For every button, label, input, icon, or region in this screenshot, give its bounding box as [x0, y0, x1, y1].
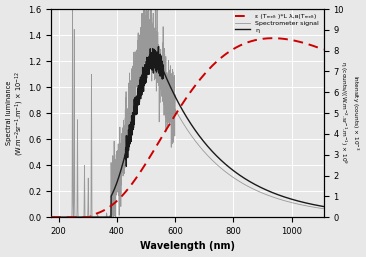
Spectrometer signal [273, 196, 277, 199]
Spectrometer signal [226, 172, 231, 176]
ε (Tₘₑₗₜ )*L λ,ʙ(Tₘₑₗₜ) [226, 51, 231, 54]
ε (Tₘₑₗₜ )*L λ,ʙ(Tₘₑₗₜ) [273, 37, 277, 40]
Line: η: η [51, 47, 324, 217]
Spectrometer signal [321, 207, 326, 210]
ε (Tₘₑₗₜ )*L λ,ʙ(Tₘₑₗₜ) [98, 210, 103, 213]
η [212, 152, 217, 155]
η [156, 45, 161, 48]
Spectrometer signal [212, 161, 217, 164]
X-axis label: Wavelength (nm): Wavelength (nm) [140, 241, 235, 251]
ε (Tₘₑₗₜ )*L λ,ʙ(Tₘₑₗₜ) [270, 37, 275, 40]
Line: Spectrometer signal: Spectrometer signal [51, 3, 324, 217]
Y-axis label: Intensity (counts) × 10$^{-3}$
η (counts/((W.m$^{-2}$.sr$^{-1}$.m$^{-1}$) × 10$^: Intensity (counts) × 10$^{-3}$ η (counts… [339, 61, 361, 165]
Spectrometer signal [98, 216, 103, 219]
η [273, 192, 277, 195]
η [49, 216, 53, 219]
η [252, 183, 257, 186]
ε (Tₘₑₗₜ )*L λ,ʙ(Tₘₑₗₜ) [153, 146, 157, 150]
Spectrometer signal [49, 216, 53, 219]
η [153, 60, 157, 63]
Line: ε (Tₘₑₗₜ )*L λ,ʙ(Tₘₑₗₜ): ε (Tₘₑₗₜ )*L λ,ʙ(Tₘₑₗₜ) [51, 38, 324, 217]
ε (Tₘₑₗₜ )*L λ,ʙ(Tₘₑₗₜ) [49, 216, 53, 219]
Spectrometer signal [153, 1, 157, 4]
ε (Tₘₑₗₜ )*L λ,ʙ(Tₘₑₗₜ) [321, 48, 326, 51]
Legend: ε (Tₘₑₗₜ )*L λ,ʙ(Tₘₑₗₜ), Spectrometer signal, η: ε (Tₘₑₗₜ )*L λ,ʙ(Tₘₑₗₜ), Spectrometer si… [234, 12, 320, 34]
Spectrometer signal [142, 1, 146, 4]
ε (Tₘₑₗₜ )*L λ,ʙ(Tₘₑₗₜ) [212, 62, 217, 65]
η [98, 216, 103, 219]
η [321, 205, 326, 208]
Spectrometer signal [252, 188, 257, 191]
Y-axis label: Spectral luminance
(W.m$^{-2}$sr$^{-1}$.m$^{-1}$) × 10$^{-12}$: Spectral luminance (W.m$^{-2}$sr$^{-1}$.… [5, 70, 26, 156]
ε (Tₘₑₗₜ )*L λ,ʙ(Tₘₑₗₜ) [252, 39, 257, 42]
η [226, 165, 231, 168]
